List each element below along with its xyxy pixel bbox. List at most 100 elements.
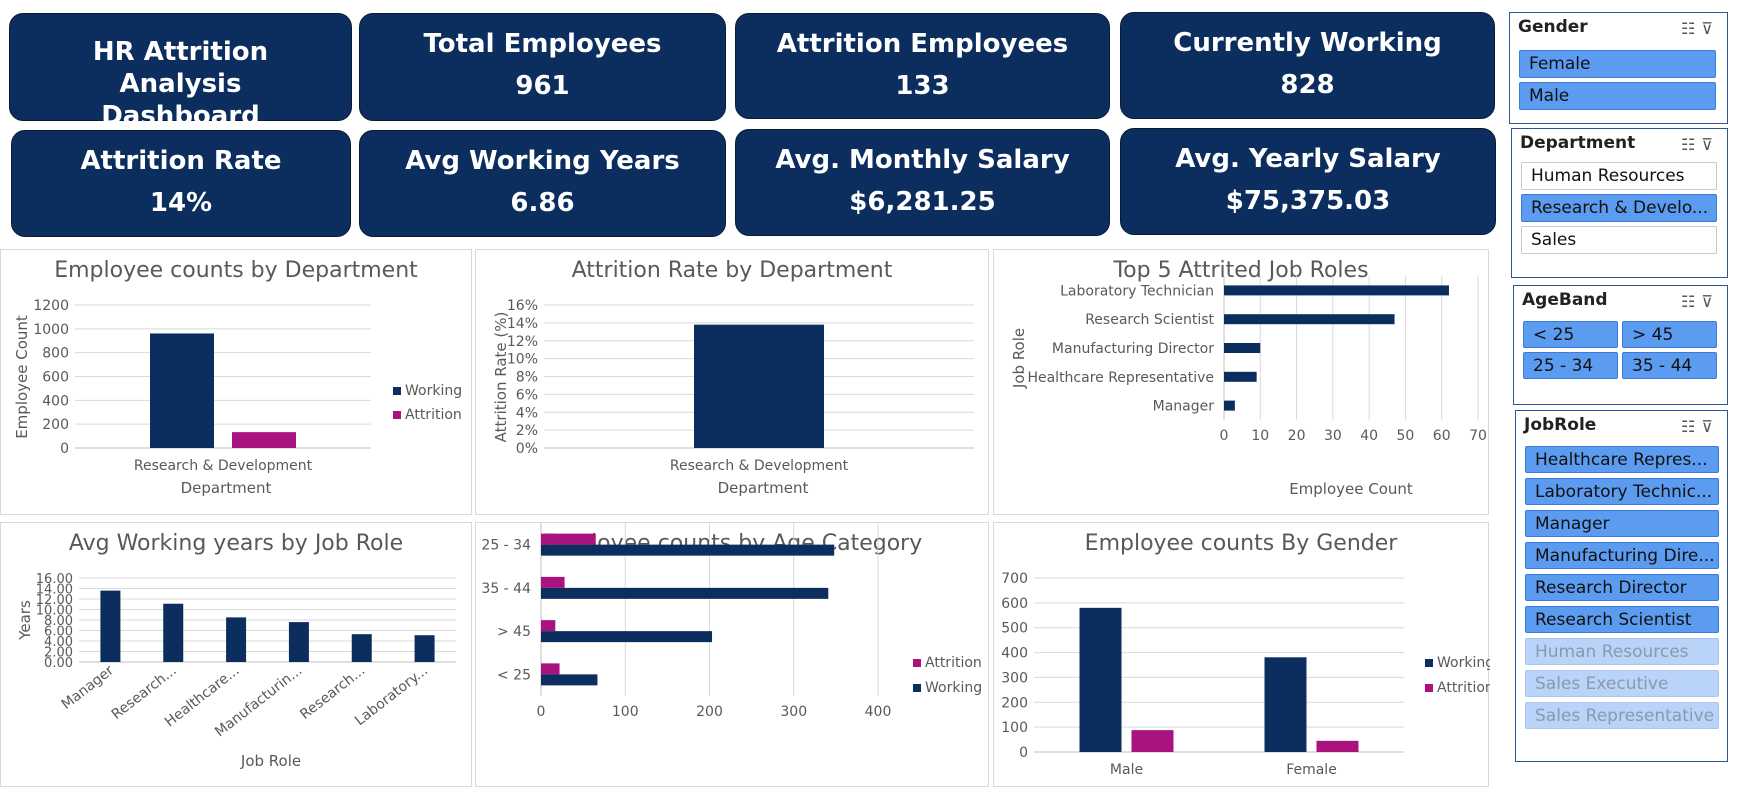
y-axis-label: Employee Count xyxy=(13,315,31,439)
gender-slicer-item[interactable]: Female xyxy=(1519,50,1716,78)
y-tick-label: 8.00 xyxy=(44,614,73,629)
y-tick-label: Research Scientist xyxy=(1085,312,1214,328)
jobrole-slicer-item[interactable]: Research Scientist xyxy=(1525,606,1719,633)
jobrole-slicer-item[interactable]: Manager xyxy=(1525,510,1719,537)
ageband-slicer-item[interactable]: 25 - 34 xyxy=(1523,352,1618,379)
y-tick-label: 25 - 34 xyxy=(481,538,531,554)
clear-filter-icon[interactable]: ⊽ xyxy=(1701,137,1719,154)
x-tick-label: Male xyxy=(1110,762,1143,778)
chart-title: Avg Working years by Job Role xyxy=(68,531,404,556)
total-employees-value: 961 xyxy=(515,71,570,101)
y-tick-label: 600 xyxy=(1001,596,1028,612)
avg-working-years-label: Avg Working Years xyxy=(405,146,680,176)
ageband-slicer: AgeBand ☷⊽ < 25 > 45 25 - 34 35 - 44 xyxy=(1513,285,1728,405)
clear-filter-icon[interactable]: ⊽ xyxy=(1701,294,1719,311)
department-slicer: Department ☷⊽ Human Resources Research & … xyxy=(1511,128,1728,278)
y-tick-label: 10.00 xyxy=(36,604,73,619)
gender-slicer-title: Gender xyxy=(1518,17,1588,37)
y-tick-label: > 45 xyxy=(497,624,531,640)
jobrole-slicer-item[interactable]: Research Director xyxy=(1525,574,1719,601)
department-slicer-item[interactable]: Sales xyxy=(1521,226,1717,254)
y-tick-label: Healthcare Representative xyxy=(1027,370,1214,386)
bar xyxy=(163,603,184,662)
x-tick-label: 30 xyxy=(1324,428,1342,444)
chart-dept-rate: 0% 2% 4% 6%8% 10% 12% 14% 16% Research & Develop… xyxy=(492,298,974,497)
chart-top-roles: 0 10 20 30 40 50 60 70 Laboratory Technician Rese… xyxy=(1010,276,1487,498)
x-tick-label: 200 xyxy=(696,704,723,720)
attrition-employees-label: Attrition Employees xyxy=(776,29,1069,59)
avg-yearly-salary-value: $75,375.03 xyxy=(1225,186,1391,216)
chart-years-role: 0.002.004.006.008.0010.0012.0014.0016.00… xyxy=(16,572,456,770)
jobrole-slicer-item[interactable]: Healthcare Repres... xyxy=(1525,446,1719,473)
legend-label: Attrition xyxy=(405,407,462,423)
attrition-employees-card: Attrition Employees 133 xyxy=(735,13,1110,119)
avg-working-years-card: Avg Working Years 6.86 xyxy=(359,130,726,237)
y-tick-label: 4.00 xyxy=(44,635,73,650)
jobrole-slicer-item[interactable]: Manufacturing Dire... xyxy=(1525,542,1719,569)
clear-filter-icon[interactable]: ⊽ xyxy=(1701,21,1719,38)
avg-monthly-salary-card: Avg. Monthly Salary $6,281.25 xyxy=(735,129,1110,236)
x-tick-label: 20 xyxy=(1288,428,1306,444)
y-tick-label: 14% xyxy=(507,316,538,332)
jobrole-slicer-item[interactable]: Human Resources xyxy=(1525,638,1719,665)
bar xyxy=(100,590,121,662)
y-tick-label: Manager xyxy=(1153,399,1215,415)
x-tick-label: Research & Development xyxy=(134,458,313,474)
department-slicer-item[interactable]: Human Resources xyxy=(1521,162,1717,190)
chart-panel-gender-counts: Employee counts By Gender 0 100 200 300 400 5… xyxy=(993,522,1490,787)
bar xyxy=(288,622,309,662)
legend-label: Working xyxy=(405,383,462,399)
x-axis-label: Department xyxy=(718,479,809,497)
ageband-slicer-item[interactable]: 35 - 44 xyxy=(1622,352,1717,379)
chart-title: Top 5 Attrited Job Roles xyxy=(1113,258,1369,283)
x-tick-label: 70 xyxy=(1469,428,1487,444)
y-tick-label: 1000 xyxy=(33,322,69,338)
clear-filter-icon[interactable]: ⊽ xyxy=(1701,419,1719,436)
y-tick-label: 500 xyxy=(1001,621,1028,637)
dashboard-title: HR Attrition Analysis Dashboard xyxy=(92,37,269,131)
legend-label: Attrition xyxy=(925,655,982,671)
multi-select-icon[interactable]: ☷ xyxy=(1680,419,1702,436)
dashboard-title-card: HR Attrition Analysis Dashboard xyxy=(9,13,352,131)
y-tick-label: 4% xyxy=(516,405,538,421)
department-slicer-item[interactable]: Research & Develo... xyxy=(1521,194,1717,222)
chart-title: Employee counts By Gender xyxy=(1084,531,1398,556)
y-tick-label: 300 xyxy=(1001,670,1028,686)
attrition-rate-card: Attrition Rate 14% xyxy=(11,130,351,237)
bar xyxy=(1316,740,1359,752)
y-tick-label: 10% xyxy=(507,352,538,368)
y-tick-label: 0 xyxy=(1019,745,1028,761)
multi-select-icon[interactable]: ☷ xyxy=(1680,294,1702,311)
x-tick-label: 50 xyxy=(1397,428,1415,444)
x-tick-label: 300 xyxy=(780,704,807,720)
y-tick-label: 0 xyxy=(60,441,69,457)
y-axis-label: Job Role xyxy=(1010,328,1028,389)
ageband-slicer-item[interactable]: < 25 xyxy=(1523,321,1618,348)
y-tick-label: 400 xyxy=(1001,646,1028,662)
jobrole-slicer-item[interactable]: Sales Representative xyxy=(1525,702,1719,729)
chart-panel-top-roles: Top 5 Attrited Job Roles 0 10 20 30 40 50 60 70… xyxy=(993,249,1489,515)
y-tick-label: 16% xyxy=(507,298,538,314)
ageband-slicer-title: AgeBand xyxy=(1522,290,1608,310)
attrition-employees-value: 133 xyxy=(895,71,950,101)
y-tick-label: 200 xyxy=(42,417,69,433)
bar xyxy=(1224,343,1261,353)
jobrole-slicer-item[interactable]: Sales Executive xyxy=(1525,670,1719,697)
bar xyxy=(1224,371,1257,382)
y-tick-label: 600 xyxy=(42,370,69,386)
chart-panel-years-role: Avg Working years by Job Role 0.00 2.00 4.… xyxy=(0,522,472,787)
y-tick-label: 800 xyxy=(42,346,69,362)
multi-select-icon[interactable]: ☷ xyxy=(1680,137,1702,154)
y-axis-label: Years xyxy=(16,600,34,641)
y-tick-label: 0% xyxy=(516,441,538,457)
ageband-slicer-item[interactable]: > 45 xyxy=(1622,321,1717,348)
y-tick-label: 16.00 xyxy=(36,572,73,587)
x-tick-label: 100 xyxy=(612,704,639,720)
x-tick-label: 0 xyxy=(1220,428,1229,444)
multi-select-icon[interactable]: ☷ xyxy=(1680,21,1702,38)
jobrole-slicer-item[interactable]: Laboratory Technic... xyxy=(1525,478,1719,505)
y-tick-label: 12.00 xyxy=(36,593,73,608)
y-tick-label: 0.00 xyxy=(44,656,73,671)
gender-slicer-item[interactable]: Male xyxy=(1519,82,1716,110)
legend-label: Working xyxy=(925,680,982,696)
